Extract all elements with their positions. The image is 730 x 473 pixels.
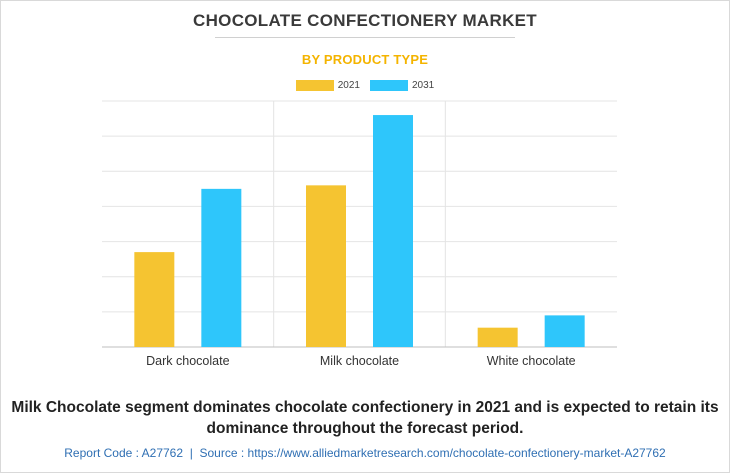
bar-2021-white-chocolate [477,327,518,347]
bar-2031-white-chocolate [544,315,585,347]
chart-legend: 2021 2031 [0,80,730,91]
chart-title: CHOCOLATE CONFECTIONERY MARKET [193,11,537,30]
legend-item-2031: 2031 [370,80,434,91]
legend-item-2021: 2021 [295,80,360,91]
x-tick-label: Milk chocolate [320,354,399,368]
legend-swatch-2031 [370,80,408,91]
title-divider [215,37,515,38]
legend-label-2021: 2021 [337,80,360,91]
report-code: Report Code : A27762 [64,446,184,460]
key-finding-text: Milk Chocolate segment dominates chocola… [11,399,719,437]
x-tick-label: White chocolate [487,354,576,368]
legend-swatch-2021 [295,80,334,91]
footer-separator: | [189,446,193,460]
bar-2031-milk-chocolate [373,115,413,347]
bar-2031-dark-chocolate [201,188,242,347]
chart-subtitle: BY PRODUCT TYPE [301,52,429,67]
bar-2021-milk-chocolate [306,185,346,347]
legend-label-2031: 2031 [412,80,435,91]
source-url[interactable]: Source : https://www.alliedmarketresearc… [199,446,666,460]
bar-2021-dark-chocolate [134,252,175,347]
report-footer: Report Code : A27762 | Source : https://… [0,446,730,460]
x-tick-label: Dark chocolate [146,354,229,368]
